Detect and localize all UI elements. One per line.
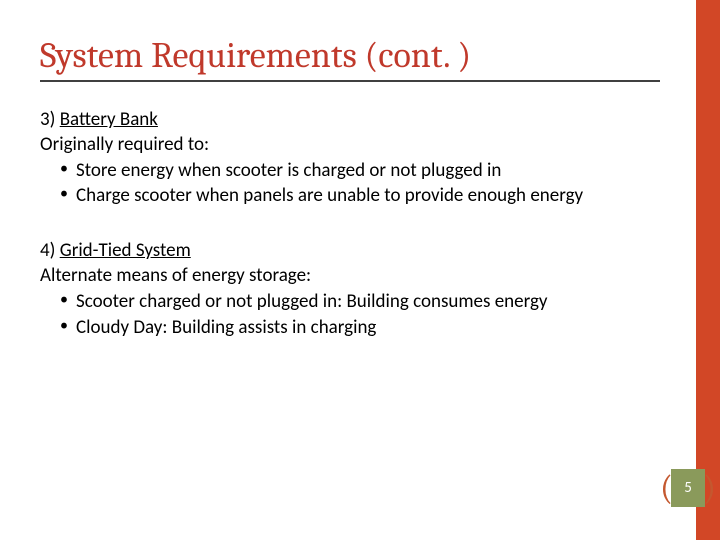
title-underline: [40, 80, 660, 82]
page-number-badge: ( 5 ): [662, 468, 714, 508]
section-intro: Originally required to:: [40, 133, 670, 156]
list-item: Charge scooter when panels are unable to…: [60, 183, 670, 209]
slide-title: System Requirements (cont. ): [40, 36, 670, 76]
slide-content: System Requirements (cont. ) 3) Battery …: [40, 36, 670, 370]
list-item: Cloudy Day: Building assists in charging: [60, 315, 670, 341]
section-heading: 3) Battery Bank: [40, 108, 670, 131]
list-item: Scooter charged or not plugged in: Build…: [60, 289, 670, 315]
accent-bar: [696, 0, 720, 540]
section-label: Grid-Tied System: [60, 239, 191, 262]
page-number: 5: [671, 469, 705, 507]
section-num: 3): [40, 108, 55, 131]
section-label: Battery Bank: [60, 108, 158, 131]
section-num: 4): [40, 239, 55, 262]
bullet-list: Store energy when scooter is charged or …: [40, 158, 670, 209]
list-item: Store energy when scooter is charged or …: [60, 158, 670, 184]
section-intro: Alternate means of energy storage:: [40, 264, 670, 287]
section-heading: 4) Grid-Tied System: [40, 239, 670, 262]
section-3: 3) Battery Bank Originally required to: …: [40, 108, 670, 209]
bullet-list: Scooter charged or not plugged in: Build…: [40, 289, 670, 340]
paren-right-icon: ): [703, 471, 716, 505]
section-4: 4) Grid-Tied System Alternate means of e…: [40, 239, 670, 340]
